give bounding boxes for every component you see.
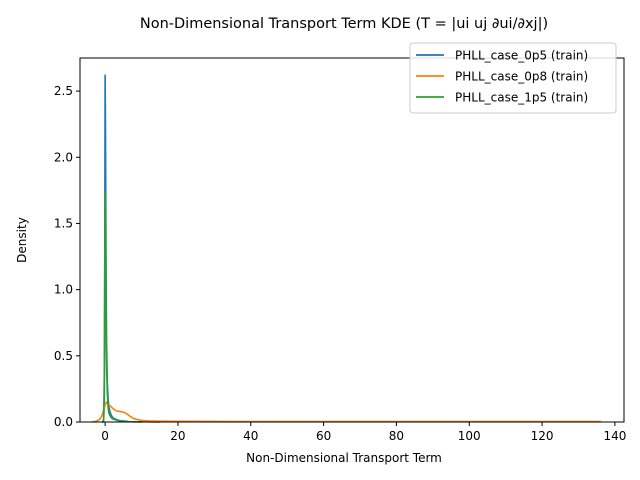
x-tick-label: 80: [389, 429, 404, 443]
x-tick-label: 120: [531, 429, 554, 443]
legend-label-2: PHLL_case_0p8 (train): [455, 70, 588, 84]
y-axis-label: Density: [15, 217, 29, 263]
legend-label-3: PHLL_case_1p5 (train): [455, 91, 588, 105]
x-axis: 0 20 40 60 80 100 120 140: [101, 422, 626, 443]
y-tick-label: 2.5: [54, 84, 73, 98]
plot-area: [91, 74, 602, 423]
x-tick-label: 40: [243, 429, 258, 443]
x-tick-label: 100: [458, 429, 481, 443]
series-line-1: [102, 74, 161, 423]
x-axis-label: Non-Dimensional Transport Term: [246, 451, 442, 465]
series-line-2: [91, 401, 602, 423]
y-tick-label: 0.5: [54, 349, 73, 363]
chart-title: Non-Dimensional Transport Term KDE (T = …: [140, 16, 548, 32]
y-tick-label: 1.5: [54, 216, 73, 230]
y-tick-label: 0.0: [54, 415, 73, 429]
x-tick-label: 140: [603, 429, 626, 443]
x-tick-label: 0: [101, 429, 109, 443]
legend-label-1: PHLL_case_0p5 (train): [455, 49, 588, 63]
legend-box: [409, 42, 617, 114]
y-axis: 0.0 0.5 1.0 1.5 2.0 2.5: [54, 84, 80, 429]
x-tick-label: 60: [316, 429, 331, 443]
x-tick-label: 20: [170, 429, 185, 443]
legend: PHLL_case_0p5 (train) PHLL_case_0p8 (trai…: [409, 42, 617, 114]
y-tick-label: 1.0: [54, 283, 73, 297]
series-line-3: [101, 192, 143, 423]
y-tick-label: 2.0: [54, 150, 73, 164]
axes-frame: [79, 57, 625, 423]
